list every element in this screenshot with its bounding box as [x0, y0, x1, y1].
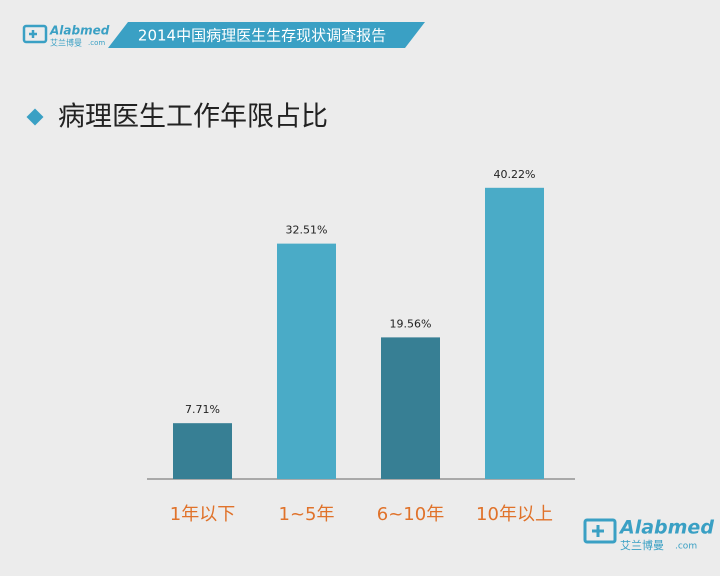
logo-name: Alabmed: [49, 24, 110, 38]
title-diamond: [26, 108, 44, 126]
logo-icon: [22, 24, 48, 44]
bottom-logo: Alabmed 艾兰博曼 .com: [583, 517, 714, 552]
value-label: 32.51%: [286, 224, 328, 237]
bar: [173, 423, 232, 479]
logo-domain: .com: [88, 39, 105, 47]
banner-text: 2014中国病理医生生存现状调查报告: [138, 27, 386, 45]
logo-chinese: 艾兰博曼: [50, 38, 82, 48]
value-label: 7.71%: [185, 403, 220, 416]
logo-chinese: 艾兰博曼: [620, 539, 664, 552]
value-label: 19.56%: [390, 317, 432, 330]
top-logo: Alabmed 艾兰博曼 .com: [22, 24, 110, 48]
x-tick-label: 1~5年: [279, 504, 335, 525]
value-label: 40.22%: [494, 168, 536, 181]
chart-title: 病理医生工作年限占比: [58, 102, 328, 133]
logo-cross: [29, 30, 37, 38]
logo-cross: [592, 525, 604, 537]
bar: [277, 243, 336, 479]
logo-name: Alabmed: [618, 517, 714, 539]
bar: [381, 337, 440, 479]
x-tick-label: 6~10年: [377, 504, 444, 525]
logo-domain: .com: [675, 542, 697, 552]
x-tick-label: 10年以上: [476, 504, 553, 525]
banner: [108, 22, 425, 48]
logo-icon: [583, 518, 617, 544]
x-tick-label: 1年以下: [170, 504, 235, 525]
bar: [485, 187, 544, 480]
